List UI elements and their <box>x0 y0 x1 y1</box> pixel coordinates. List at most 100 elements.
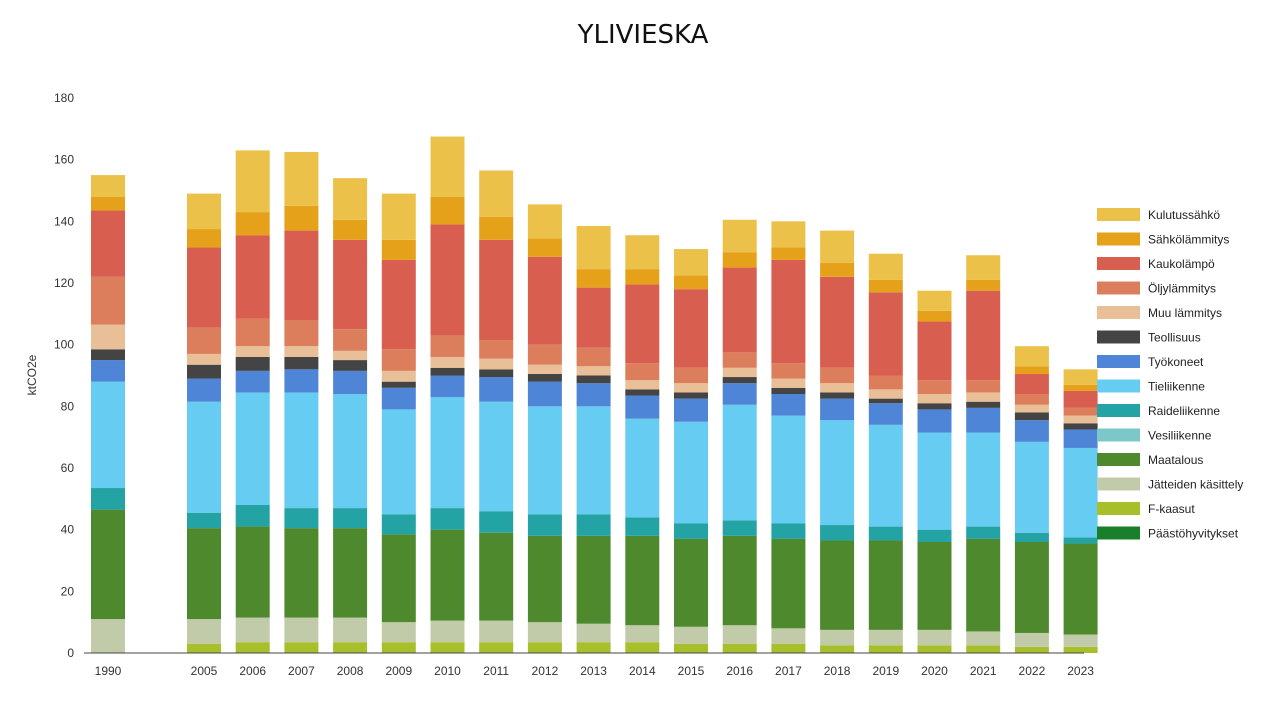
bar-segment <box>479 369 514 378</box>
legend-swatch <box>1097 502 1140 515</box>
bar-segment <box>381 381 416 388</box>
bar-segment <box>868 645 903 653</box>
bar-segment <box>187 512 221 529</box>
legend-label: Teollisuus <box>1148 331 1201 345</box>
bar-segment <box>235 150 270 213</box>
bars <box>91 136 1098 653</box>
bar-segment <box>625 395 660 419</box>
bar-segment <box>1014 412 1049 421</box>
y-axis-ticks: 0 20 40 60 80 100 120 140 160 180 <box>54 91 74 660</box>
x-tick-label: 2011 <box>483 664 509 678</box>
bar-segment <box>576 366 611 376</box>
bar-segment <box>381 193 416 240</box>
x-tick-label: 2023 <box>1067 664 1094 678</box>
legend-swatch <box>1097 404 1140 417</box>
bar-segment <box>625 363 660 381</box>
bar-segment <box>625 235 660 270</box>
bar-segment <box>235 505 270 527</box>
bar-segment <box>917 394 952 404</box>
bar-segment <box>771 415 806 524</box>
bar-segment <box>1014 532 1049 542</box>
legend-label: Raideliikenne <box>1148 404 1220 418</box>
bar-segment <box>674 275 708 290</box>
bar-segment <box>333 219 368 240</box>
bar-segment <box>576 287 611 348</box>
bar-stack-2020 <box>917 290 952 653</box>
bar-segment <box>91 175 125 197</box>
x-axis-ticks: 1990 2005 2006 2007 2008 2009 2010 2011 2012 2013… <box>95 664 1095 678</box>
legend-item: Öljylämmitys <box>1097 281 1216 296</box>
bar-segment <box>722 267 757 353</box>
bar-segment <box>771 221 806 248</box>
bar-segment <box>333 394 368 509</box>
bar-segment <box>381 409 416 515</box>
bar-segment <box>284 392 319 509</box>
legend-label: F-kaasut <box>1148 502 1195 516</box>
bar-segment <box>771 394 806 416</box>
bar-segment <box>284 346 319 357</box>
bar-stack-2013 <box>576 225 611 653</box>
legend-label: Muu lämmitys <box>1148 306 1222 320</box>
legend-swatch <box>1097 257 1140 270</box>
bar-segment <box>1014 646 1049 653</box>
bar-segment <box>820 230 855 263</box>
bar-segment <box>868 629 903 646</box>
legend-swatch <box>1097 428 1140 442</box>
bar-segment <box>771 363 806 379</box>
legend-label: Kaukolämpö <box>1148 257 1215 271</box>
bar-segment <box>625 625 660 643</box>
legend-swatch <box>1097 477 1140 491</box>
bar-segment <box>771 538 806 629</box>
bar-stack-2021 <box>966 255 1001 653</box>
legend-swatch <box>1097 526 1140 540</box>
bar-segment <box>674 421 708 524</box>
bar-segment <box>966 407 1001 433</box>
y-tick-label: 180 <box>54 91 74 105</box>
y-tick-label: 160 <box>54 153 74 167</box>
legend-label: Kulutussähkö <box>1148 208 1220 222</box>
bar-segment <box>1063 407 1098 416</box>
bar-segment <box>966 645 1001 653</box>
bar-segment <box>235 370 270 393</box>
bar-segment <box>674 523 708 539</box>
bar-segment <box>868 398 903 404</box>
bar-segment <box>91 276 125 325</box>
legend-label: Sähkölämmitys <box>1148 233 1229 247</box>
bar-stack-2014 <box>625 235 660 653</box>
bar-segment <box>917 310 952 322</box>
legend-label: Jätteiden käsittely <box>1148 478 1243 492</box>
x-tick-label: 2020 <box>921 664 948 678</box>
bar-segment <box>479 511 514 533</box>
bar-segment <box>1014 373 1049 394</box>
x-tick-label: 2008 <box>337 664 364 678</box>
bar-stack-2011 <box>479 170 514 653</box>
x-tick-label: 2022 <box>1019 664 1046 678</box>
bar-segment <box>771 628 806 644</box>
bar-segment <box>284 369 319 393</box>
bar-segment <box>187 528 221 620</box>
bar-segment <box>625 418 660 518</box>
bar-segment <box>1014 420 1049 442</box>
legend-item: Teollisuus <box>1097 330 1201 345</box>
bar-segment <box>187 364 221 379</box>
bar-segment <box>333 178 368 220</box>
bar-segment <box>722 383 757 405</box>
bar-segment <box>284 642 319 653</box>
legend-swatch <box>1097 330 1140 344</box>
bar-segment <box>333 508 368 529</box>
x-tick-label: 2019 <box>872 664 899 678</box>
legend-item: Jätteiden käsittely <box>1097 477 1243 492</box>
bar-stack-2008 <box>333 178 368 653</box>
bar-segment <box>820 383 855 393</box>
bar-segment <box>1014 404 1049 413</box>
bar-segment <box>187 378 221 402</box>
bar-segment <box>576 269 611 288</box>
bar-segment <box>625 642 660 653</box>
bar-segment <box>91 324 125 350</box>
bar-segment <box>917 403 952 410</box>
bar-segment <box>868 279 903 293</box>
bar-stack-2009 <box>381 193 416 653</box>
bar-segment <box>868 424 903 527</box>
bar-segment <box>576 642 611 653</box>
